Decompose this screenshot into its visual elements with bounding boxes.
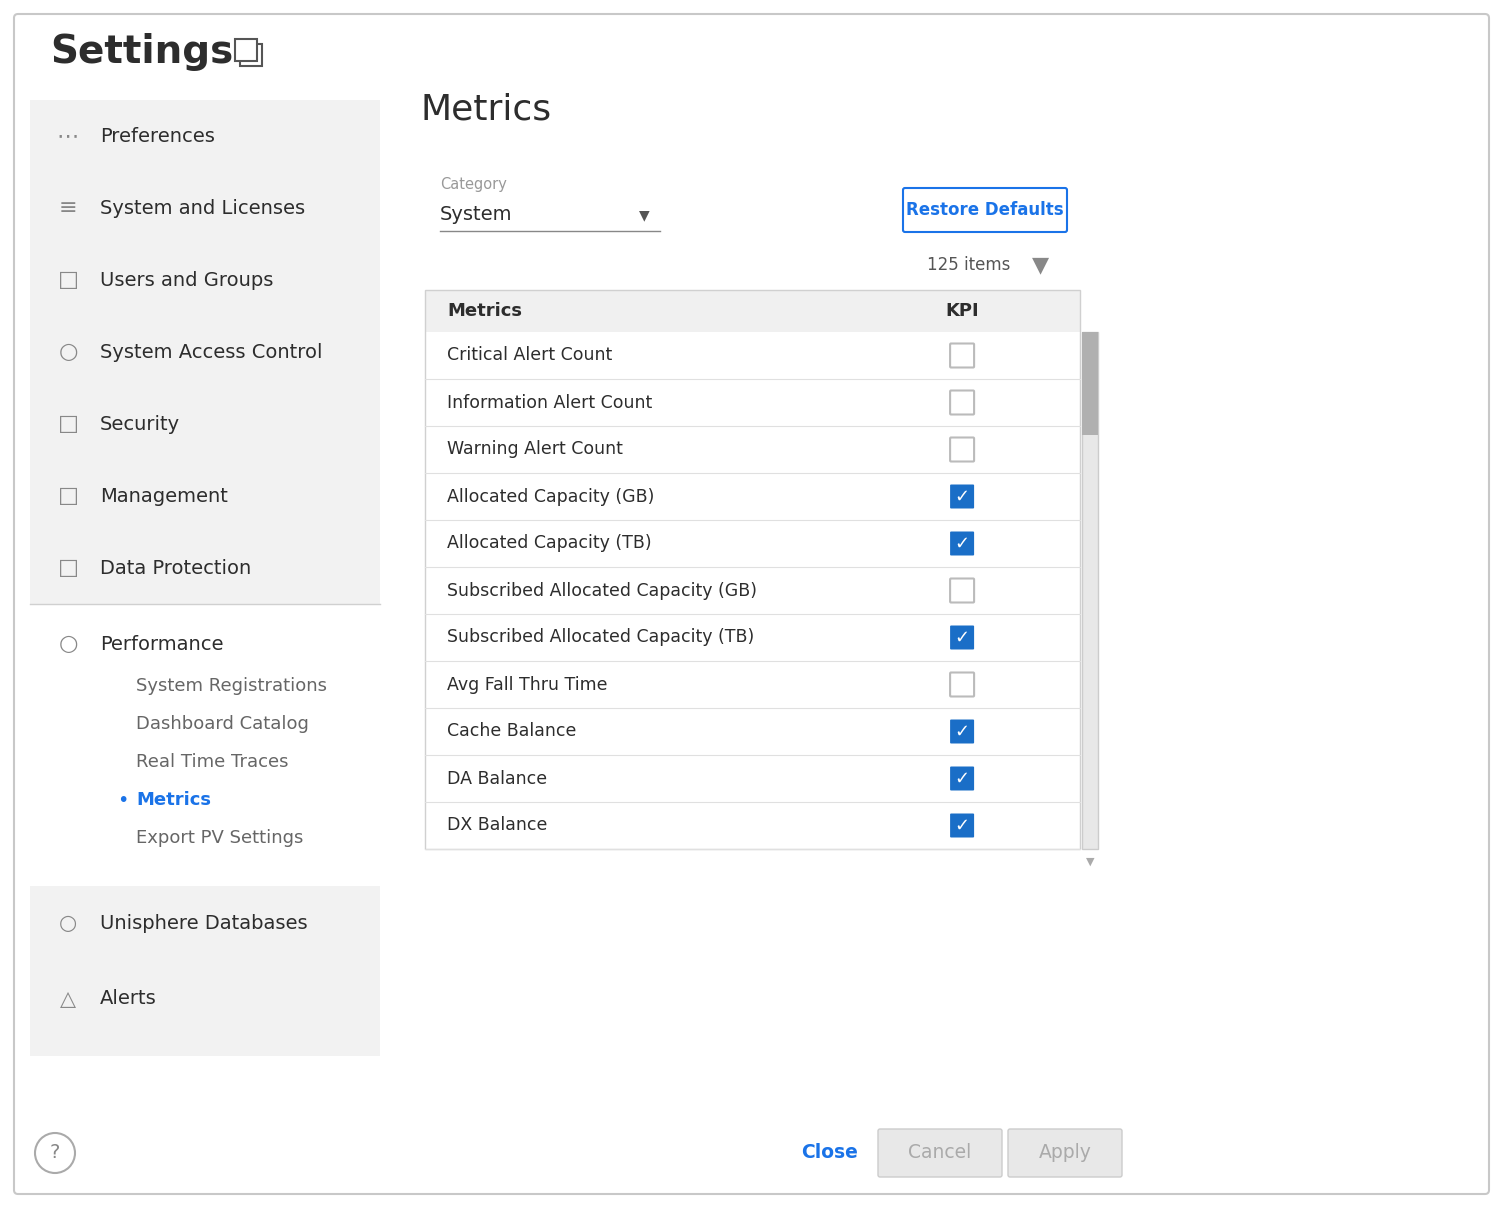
FancyBboxPatch shape	[950, 484, 974, 509]
Text: Allocated Capacity (GB): Allocated Capacity (GB)	[446, 488, 654, 505]
Text: Information Alert Count: Information Alert Count	[446, 394, 652, 412]
Bar	[425, 755, 1081, 802]
Text: Subscribed Allocated Capacity (TB): Subscribed Allocated Capacity (TB)	[446, 628, 755, 646]
Text: △: △	[60, 988, 77, 1009]
Bar	[240, 43, 262, 66]
FancyBboxPatch shape	[950, 720, 974, 743]
Bar	[30, 885, 380, 1056]
Text: Alerts: Alerts	[101, 989, 156, 1007]
Text: DX Balance: DX Balance	[446, 817, 547, 835]
Text: 125 items: 125 items	[927, 256, 1010, 274]
Text: •: •	[117, 790, 129, 809]
Text: □: □	[57, 271, 78, 290]
FancyBboxPatch shape	[950, 390, 974, 414]
Text: ✓: ✓	[954, 769, 969, 788]
Bar	[425, 519, 1081, 567]
Text: System Access Control: System Access Control	[101, 343, 323, 361]
Text: ○: ○	[59, 342, 78, 362]
Text: ≡: ≡	[59, 198, 77, 217]
Text: Cache Balance: Cache Balance	[446, 722, 576, 741]
Text: ✓: ✓	[954, 722, 969, 741]
Text: Management: Management	[101, 487, 228, 505]
Text: System: System	[440, 205, 513, 225]
Text: ○: ○	[59, 634, 78, 654]
Text: ✓: ✓	[954, 817, 969, 835]
Bar	[425, 379, 1081, 426]
Text: Close: Close	[801, 1144, 858, 1162]
Bar	[425, 474, 1081, 519]
Text: ▼: ▼	[639, 208, 649, 222]
Text: Export PV Settings: Export PV Settings	[135, 829, 304, 847]
FancyBboxPatch shape	[950, 813, 974, 837]
Text: ✓: ✓	[954, 628, 969, 646]
FancyBboxPatch shape	[1009, 1129, 1123, 1177]
Text: Critical Alert Count: Critical Alert Count	[446, 347, 612, 365]
Bar	[30, 100, 380, 604]
Text: ⋯: ⋯	[57, 126, 80, 146]
Text: ▼: ▼	[1031, 255, 1049, 275]
FancyBboxPatch shape	[14, 14, 1489, 1194]
Text: Settings: Settings	[50, 33, 233, 71]
FancyBboxPatch shape	[950, 343, 974, 367]
Text: System Registrations: System Registrations	[135, 676, 328, 695]
Text: Real Time Traces: Real Time Traces	[135, 753, 289, 771]
Text: Users and Groups: Users and Groups	[101, 271, 274, 290]
Bar	[425, 802, 1081, 849]
Text: Performance: Performance	[101, 634, 224, 654]
Text: Preferences: Preferences	[101, 127, 215, 145]
Text: Metrics: Metrics	[446, 302, 522, 320]
Text: System and Licenses: System and Licenses	[101, 198, 305, 217]
Bar	[1082, 332, 1099, 849]
Bar	[425, 614, 1081, 661]
Bar	[425, 290, 1081, 332]
Text: □: □	[57, 486, 78, 506]
Text: Metrics: Metrics	[419, 93, 552, 127]
Text: ?: ?	[50, 1144, 60, 1162]
Text: Restore Defaults: Restore Defaults	[906, 201, 1064, 219]
Text: □: □	[57, 558, 78, 577]
Text: □: □	[57, 414, 78, 434]
FancyBboxPatch shape	[950, 767, 974, 790]
FancyBboxPatch shape	[878, 1129, 1003, 1177]
Text: Allocated Capacity (TB): Allocated Capacity (TB)	[446, 534, 652, 552]
Bar	[425, 708, 1081, 755]
Text: Unisphere Databases: Unisphere Databases	[101, 914, 308, 933]
Bar	[234, 39, 257, 60]
Text: Apply: Apply	[1039, 1144, 1091, 1162]
Bar	[425, 661, 1081, 708]
Bar	[425, 567, 1081, 614]
Text: ✓: ✓	[954, 488, 969, 505]
Text: Metrics: Metrics	[135, 791, 210, 809]
Text: Data Protection: Data Protection	[101, 558, 251, 577]
FancyBboxPatch shape	[950, 673, 974, 697]
Text: ✓: ✓	[954, 534, 969, 552]
Text: Warning Alert Count: Warning Alert Count	[446, 441, 622, 459]
Text: KPI: KPI	[945, 302, 978, 320]
FancyBboxPatch shape	[950, 626, 974, 650]
Text: ○: ○	[59, 913, 77, 934]
FancyBboxPatch shape	[950, 532, 974, 556]
Text: Security: Security	[101, 414, 180, 434]
Bar	[425, 426, 1081, 474]
Text: ▼: ▼	[1085, 856, 1094, 867]
Text: Category: Category	[440, 178, 507, 192]
FancyBboxPatch shape	[903, 188, 1067, 232]
Bar	[1082, 332, 1099, 435]
Text: DA Balance: DA Balance	[446, 769, 547, 788]
Bar	[425, 290, 1081, 849]
Bar	[425, 332, 1081, 379]
FancyBboxPatch shape	[950, 437, 974, 461]
Text: Dashboard Catalog: Dashboard Catalog	[135, 715, 310, 733]
Text: Subscribed Allocated Capacity (GB): Subscribed Allocated Capacity (GB)	[446, 581, 758, 599]
Text: Avg Fall Thru Time: Avg Fall Thru Time	[446, 675, 607, 693]
FancyBboxPatch shape	[950, 579, 974, 603]
Text: Cancel: Cancel	[908, 1144, 971, 1162]
